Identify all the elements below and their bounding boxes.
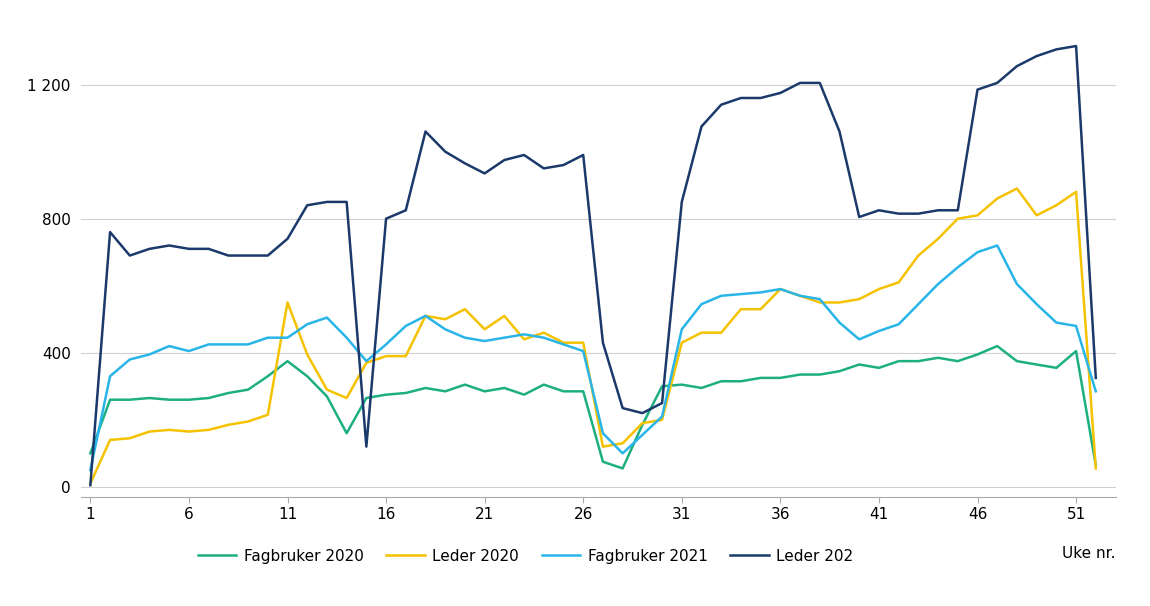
Leder 202: [162, 242, 176, 249]
Leder 202: [734, 95, 748, 102]
Leder 2020: [438, 316, 452, 323]
Fagbruker 2020: [636, 421, 650, 428]
Leder 202: [438, 148, 452, 155]
Leder 2020: [557, 339, 570, 347]
Fagbruker 2021: [84, 467, 98, 474]
Leder 202: [695, 123, 708, 130]
Fagbruker 2021: [557, 341, 570, 348]
Line: Fagbruker 2020: Fagbruker 2020: [91, 346, 1096, 468]
Fagbruker 2020: [557, 388, 570, 395]
Leder 2020: [695, 329, 708, 336]
Fagbruker 2020: [162, 396, 176, 404]
Fagbruker 2021: [162, 342, 176, 350]
Leder 202: [1070, 42, 1083, 50]
Fagbruker 2020: [990, 342, 1004, 350]
Legend: Fagbruker 2020, Leder 2020, Fagbruker 2021, Leder 202: Fagbruker 2020, Leder 2020, Fagbruker 20…: [192, 542, 859, 570]
Leder 202: [1010, 62, 1024, 70]
Leder 202: [84, 482, 98, 489]
Line: Leder 202: Leder 202: [91, 46, 1096, 485]
Fagbruker 2020: [84, 450, 98, 457]
Fagbruker 2021: [695, 301, 708, 308]
Fagbruker 2021: [438, 325, 452, 333]
Leder 2020: [162, 426, 176, 433]
Fagbruker 2020: [714, 378, 728, 385]
Fagbruker 2020: [438, 388, 452, 395]
Fagbruker 2020: [615, 465, 629, 472]
Fagbruker 2021: [990, 242, 1004, 249]
Leder 202: [1089, 375, 1103, 382]
Fagbruker 2021: [1029, 301, 1043, 308]
Leder 2020: [1089, 465, 1103, 472]
Fagbruker 2021: [1089, 388, 1103, 395]
Text: Uke nr.: Uke nr.: [1061, 546, 1116, 561]
Fagbruker 2020: [753, 375, 767, 382]
Leder 202: [557, 161, 570, 168]
Fagbruker 2021: [734, 290, 748, 298]
Leder 2020: [734, 305, 748, 313]
Leder 2020: [84, 480, 98, 487]
Leder 2020: [1029, 211, 1043, 219]
Leder 2020: [1010, 185, 1024, 192]
Fagbruker 2020: [1089, 461, 1103, 468]
Line: Leder 2020: Leder 2020: [91, 188, 1096, 484]
Line: Fagbruker 2021: Fagbruker 2021: [91, 245, 1096, 470]
